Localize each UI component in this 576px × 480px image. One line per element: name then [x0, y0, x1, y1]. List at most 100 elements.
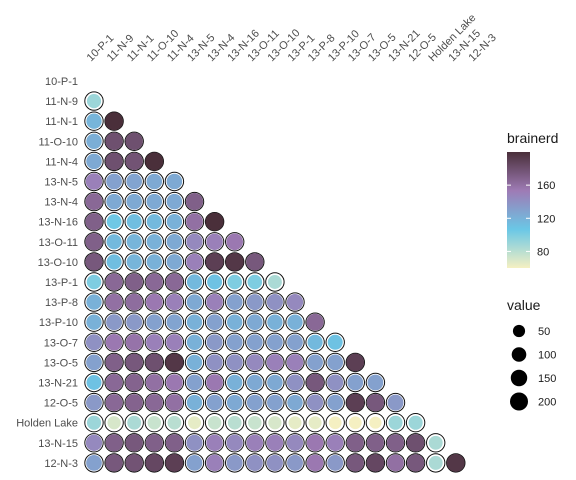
y-tick-label: 13-N-4 [44, 197, 78, 209]
cell-dot [226, 233, 244, 251]
cell-dot [206, 354, 223, 371]
y-tick-label: 13-O-5 [44, 357, 78, 369]
cell-dot [327, 334, 343, 350]
cell-dot [146, 314, 163, 331]
cell-dot [105, 374, 123, 391]
cell-dot [105, 353, 123, 371]
cell-dot [225, 252, 244, 271]
cell-dot [125, 394, 143, 412]
cell-dot [85, 233, 103, 251]
cell-dot [186, 374, 203, 391]
cell-dot [386, 434, 405, 452]
cell-dot [126, 234, 142, 250]
cell-dot [246, 294, 263, 311]
y-tick-label: Holden Lake [16, 418, 78, 430]
cell-dot [125, 333, 143, 351]
cell-dot [105, 152, 123, 171]
cell-dot [206, 334, 223, 351]
cell-dot [267, 314, 283, 330]
cell-dot [186, 233, 203, 250]
y-tick-label: 12-O-5 [44, 398, 78, 410]
cell-dot [105, 293, 123, 311]
cell-dot [266, 354, 284, 371]
size-legend-dot [510, 369, 528, 387]
cell-dot [247, 274, 263, 290]
cell-dot [86, 314, 102, 330]
y-tick-label: 13-N-15 [38, 438, 78, 450]
cell-dot [105, 333, 123, 351]
cell-dot [186, 434, 203, 451]
cell-dot [307, 354, 323, 371]
cell-dot [247, 374, 263, 391]
cell-dot [267, 334, 283, 351]
cell-dot [248, 415, 262, 430]
cell-dot [165, 353, 184, 372]
color-legend-title: brainerd [507, 130, 558, 146]
cell-dot [286, 374, 304, 391]
y-tick-label: 13-O-10 [38, 257, 78, 269]
cell-dot [147, 415, 162, 430]
cell-dot [346, 353, 365, 372]
size-legend-label: 200 [538, 397, 556, 409]
cell-dot [246, 434, 264, 452]
cell-dot [226, 334, 243, 351]
cell-dot [166, 314, 183, 331]
cell-dot [207, 415, 222, 430]
cell-dot [388, 415, 403, 430]
cell-dot [105, 112, 124, 131]
cell-dot [125, 373, 143, 392]
cell-dot [166, 173, 183, 190]
size-legend-dot [512, 324, 526, 338]
cell-dot [146, 214, 162, 230]
cell-dot [266, 454, 283, 471]
cell-dot [206, 293, 223, 311]
cell-dot [406, 434, 425, 452]
x-axis-labels: 10-P-111-N-911-N-111-O-1011-N-413-N-513-… [85, 12, 499, 64]
cell-dot [306, 373, 324, 392]
cell-dot [246, 454, 263, 471]
cell-dot [166, 234, 183, 250]
cell-dot [186, 253, 203, 271]
cell-dot [226, 354, 243, 371]
cell-dot [126, 173, 143, 190]
cell-dot [348, 416, 362, 430]
y-tick-label: 11-N-4 [45, 156, 78, 168]
cell-dot [367, 374, 384, 391]
size-legend-label: 100 [538, 350, 556, 362]
y-axis-labels: 10-P-1 11-N-9 11-N-1 11-O-10 11-N-4 13-N-5 13-… [16, 76, 78, 470]
cell-dot [227, 374, 243, 391]
cell-dot [446, 453, 465, 472]
cell-dot [127, 415, 142, 430]
cell-dot [85, 193, 103, 211]
cell-dot [126, 214, 142, 230]
cell-dot [267, 394, 283, 411]
cell-dot [226, 434, 243, 451]
cell-dot [166, 334, 183, 351]
cell-dot [186, 334, 203, 350]
cell-dot [387, 454, 404, 472]
cell-dot [227, 274, 243, 290]
cell-dot [206, 374, 223, 391]
cell-dot [107, 416, 121, 430]
cell-dot [287, 454, 303, 471]
cell-dot [328, 416, 342, 430]
cell-dot [207, 274, 223, 290]
cell-dot [146, 193, 163, 210]
cell-dot [85, 253, 103, 271]
cell-dot [105, 434, 123, 452]
cell-dot [85, 334, 103, 351]
cell-dot [86, 133, 102, 150]
cell-dot [146, 173, 163, 190]
cell-dot [406, 454, 425, 472]
cell-dot [125, 454, 143, 472]
y-tick-label: 11-N-9 [45, 96, 78, 108]
cell-dot [125, 293, 143, 311]
heatmap-cells [84, 91, 466, 473]
cell-dot [146, 254, 162, 270]
cell-dot [205, 212, 224, 231]
cell-dot [206, 434, 223, 452]
y-tick-label: 13-P-8 [45, 297, 78, 309]
y-tick-label: 13-N-21 [38, 378, 78, 390]
cell-dot [145, 394, 163, 412]
